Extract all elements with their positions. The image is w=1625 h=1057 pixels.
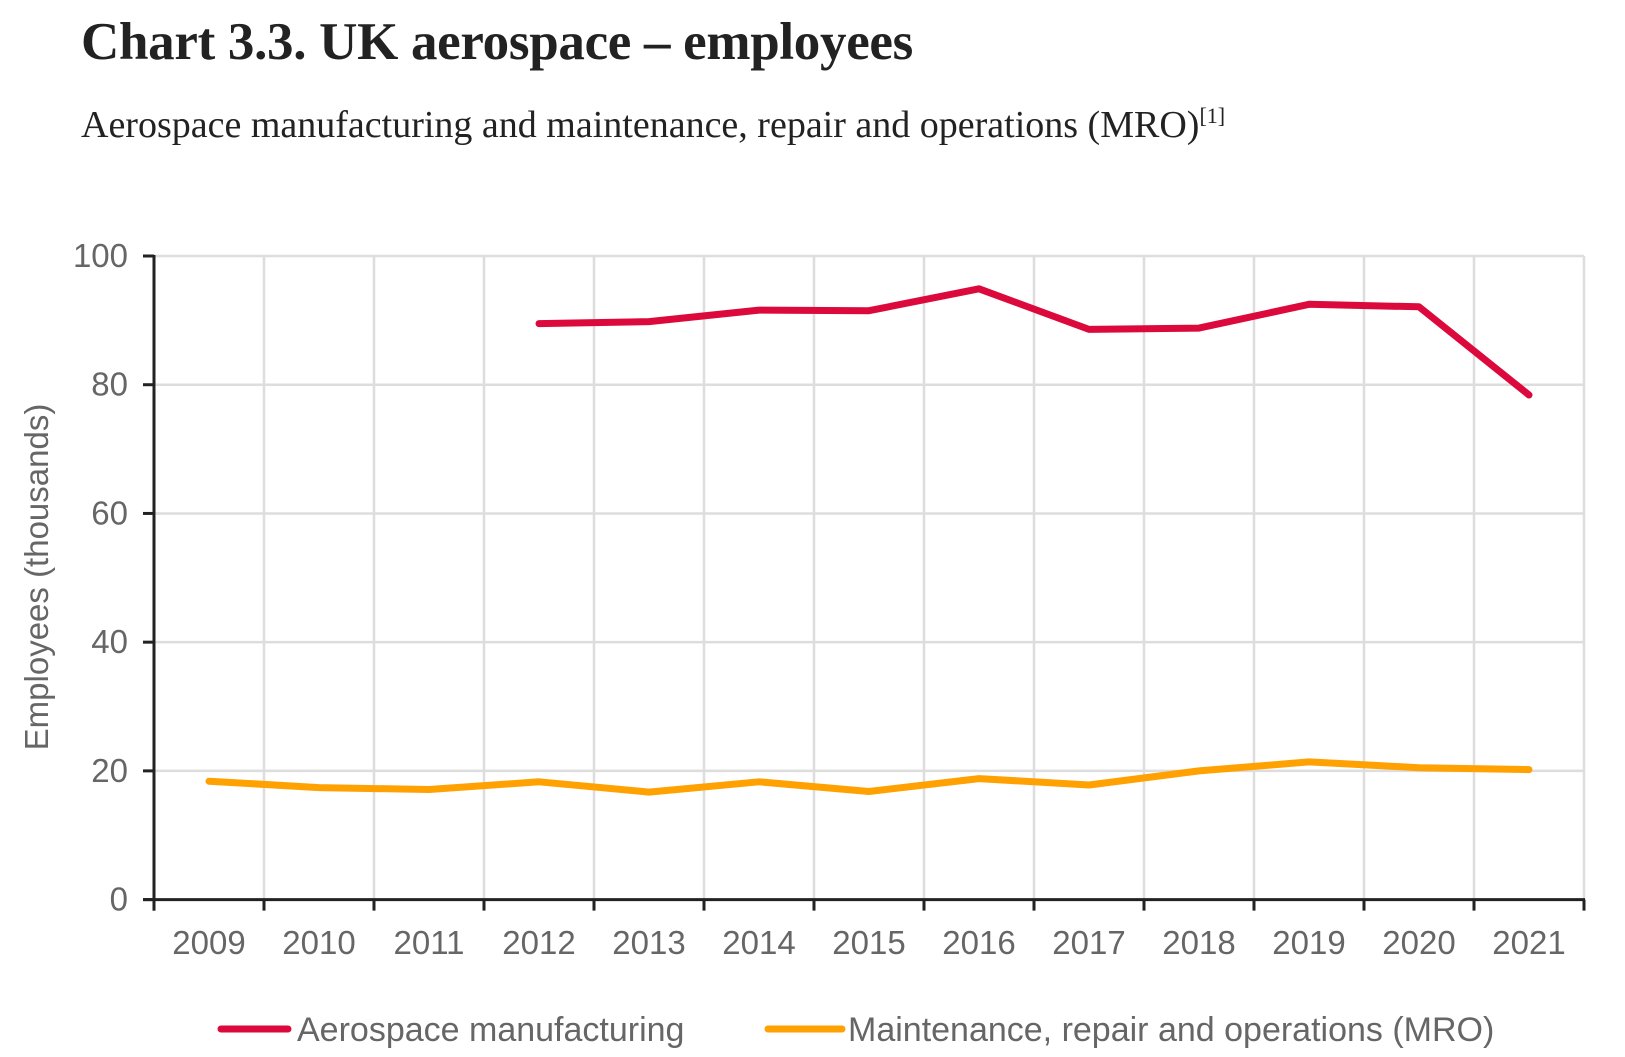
legend: Aerospace manufacturing Maintenance, repa… <box>217 1011 1494 1049</box>
legend-label: Maintenance, repair and operations (MRO) <box>848 1011 1494 1049</box>
x-tick-label: 2015 <box>832 924 905 961</box>
x-tick-label: 2016 <box>942 924 1015 961</box>
axes <box>143 255 1585 911</box>
x-tick-label: 2011 <box>394 924 465 961</box>
y-tick-label: 60 <box>91 494 128 531</box>
chart-subtitle: Aerospace manufacturing and maintenance,… <box>81 103 1225 147</box>
y-axis-ticks: 0 20 40 60 80 100 <box>73 237 154 918</box>
y-tick-label: 20 <box>91 752 128 789</box>
x-tick-label: 2013 <box>612 924 685 961</box>
chart-subtitle-text: Aerospace manufacturing and maintenance,… <box>81 104 1200 146</box>
footnote-marker[interactable]: [1] <box>1199 103 1226 128</box>
x-tick-label: 2021 <box>1492 924 1565 961</box>
y-tick-label: 80 <box>91 366 128 403</box>
x-tick-label: 2012 <box>502 924 575 961</box>
gridlines <box>154 254 1586 900</box>
series-line-mro <box>205 758 1533 796</box>
series-lines <box>205 285 1533 796</box>
y-tick-label: 40 <box>91 623 128 660</box>
legend-label: Aerospace manufacturing <box>297 1011 684 1049</box>
y-tick-label: 100 <box>73 237 128 274</box>
y-axis-title: Employees (thousands) <box>18 404 55 751</box>
x-tick-label: 2019 <box>1272 924 1345 961</box>
legend-item: Maintenance, repair and operations (MRO) <box>764 1011 1494 1049</box>
y-tick-label: 0 <box>110 881 128 918</box>
x-tick-label: 2010 <box>282 924 355 961</box>
legend-item: Aerospace manufacturing <box>217 1011 684 1049</box>
x-tick-label: 2009 <box>172 924 245 961</box>
x-tick-label: 2017 <box>1052 924 1125 961</box>
series-line-aerospace-manufacturing <box>535 285 1533 399</box>
x-tick-label: 2014 <box>722 924 795 961</box>
chart-title: Chart 3.3. UK aerospace – employees <box>81 13 913 71</box>
x-axis-ticks: 2009 2010 2011 2012 2013 2014 2015 2016 2017 2018… <box>152 899 1586 961</box>
x-tick-label: 2020 <box>1382 924 1455 961</box>
x-tick-label: 2018 <box>1162 924 1235 961</box>
